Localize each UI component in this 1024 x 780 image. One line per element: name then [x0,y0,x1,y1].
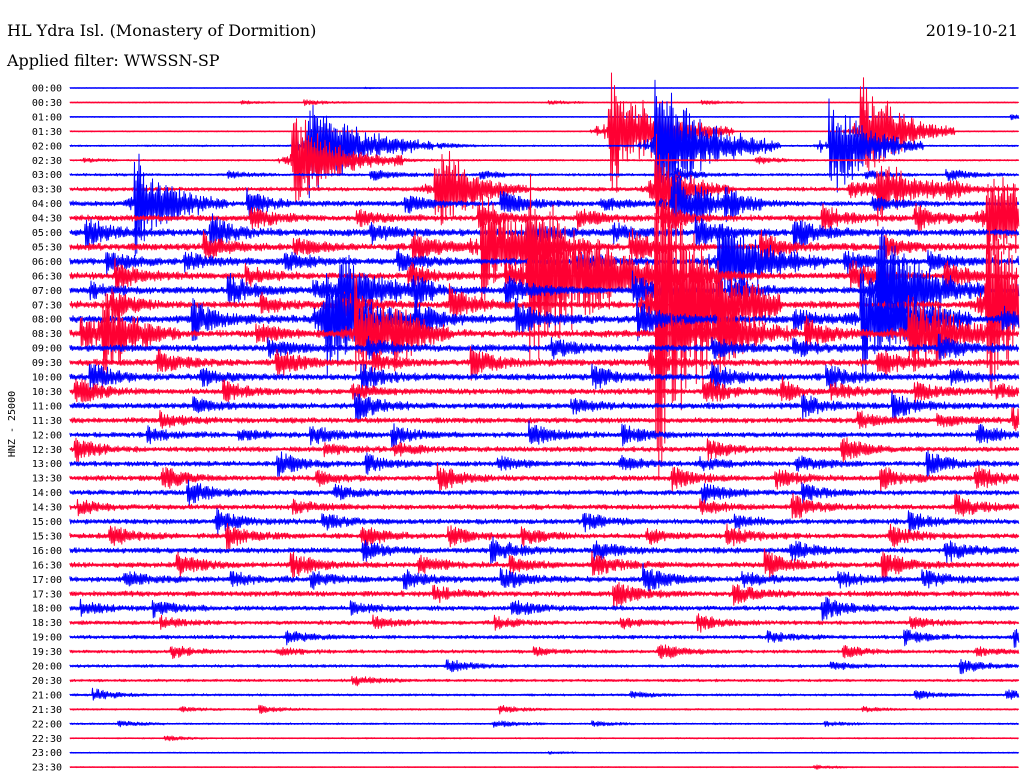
time-tick-label: 07:30 [32,300,62,311]
time-tick-label: 05:00 [32,228,62,239]
seismic-trace [69,361,1020,394]
seismic-trace [69,613,1020,633]
time-tick-label: 12:30 [32,445,62,456]
time-tick-label: 20:00 [32,662,62,673]
time-tick-label: 18:00 [32,604,62,615]
time-tick-label: 16:00 [32,546,62,557]
date-label: 2019-10-21 [926,21,1018,40]
seismic-trace [69,462,1020,494]
seismic-trace [69,177,1020,278]
time-tick-label: 13:00 [32,459,62,470]
seismic-trace [69,346,1020,381]
seismic-trace [69,562,1020,592]
seismic-trace [69,153,1020,257]
time-tick-label: 20:30 [32,676,62,687]
trace-group [69,72,1020,770]
seismic-trace [69,450,1020,479]
y-axis-label: HNZ - 25000 [7,391,18,457]
time-tick-label: 21:00 [32,690,62,701]
seismic-trace [69,507,1020,535]
time-tick-label: 13:30 [32,474,62,485]
time-tick-label: 15:30 [32,531,62,542]
time-tick-label: 15:00 [32,517,62,528]
time-tick-label: 11:00 [32,401,62,412]
tick-label-group: 00:00 00:30 01:00 01:30 02:00 02:30 03:00 03:30… [32,84,62,774]
time-tick-label: 01:00 [32,112,62,123]
time-tick-label: 04:30 [32,214,62,225]
seismic-trace [69,582,1020,610]
time-tick-label: 17:30 [32,589,62,600]
seismic-trace [69,548,1020,580]
seismic-trace [69,437,1020,464]
time-tick-label: 22:00 [32,719,62,730]
seismic-trace [69,174,1020,367]
time-tick-label: 12:00 [32,430,62,441]
station-title: HL Ydra Isl. (Monastery of Dormition) [7,21,316,40]
time-tick-label: 00:30 [32,98,62,109]
time-tick-label: 02:30 [32,156,62,167]
time-tick-label: 09:30 [32,358,62,369]
filter-label: Applied filter: WWSSN-SP [6,51,220,70]
time-tick-label: 03:00 [32,170,62,181]
time-tick-label: 23:30 [32,763,62,774]
time-tick-label: 14:00 [32,488,62,499]
time-tick-label: 21:30 [32,705,62,716]
time-tick-label: 22:30 [32,734,62,745]
time-tick-label: 17:00 [32,575,62,586]
seismic-trace [69,268,1020,384]
seismic-trace [69,407,1020,431]
seismic-trace [69,276,1020,385]
seismic-trace [69,523,1020,551]
seismic-trace [69,596,1020,621]
time-tick-label: 19:30 [32,647,62,658]
time-tick-label: 10:00 [32,373,62,384]
time-tick-label: 14:30 [32,503,62,514]
time-tick-label: 02:00 [32,141,62,152]
time-tick-label: 09:00 [32,344,62,355]
time-tick-label: 04:00 [32,199,62,210]
time-tick-label: 18:30 [32,618,62,629]
time-tick-label: 06:30 [32,271,62,282]
seismic-trace [69,420,1020,448]
seismic-trace [69,390,1020,422]
time-tick-label: 05:30 [32,242,62,253]
time-tick-label: 16:30 [32,560,62,571]
time-tick-label: 01:30 [32,127,62,138]
time-tick-label: 07:00 [32,286,62,297]
time-tick-label: 08:00 [32,315,62,326]
time-tick-label: 10:30 [32,387,62,398]
seismic-trace [69,536,1020,564]
seismic-trace [69,376,1020,403]
time-tick-label: 19:00 [32,633,62,644]
time-tick-label: 23:00 [32,748,62,759]
time-tick-label: 06:00 [32,257,62,268]
seismic-trace [69,333,1020,360]
time-tick-label: 11:30 [32,416,62,427]
time-tick-label: 08:30 [32,329,62,340]
time-tick-label: 00:00 [32,84,62,95]
time-tick-label: 03:30 [32,185,62,196]
